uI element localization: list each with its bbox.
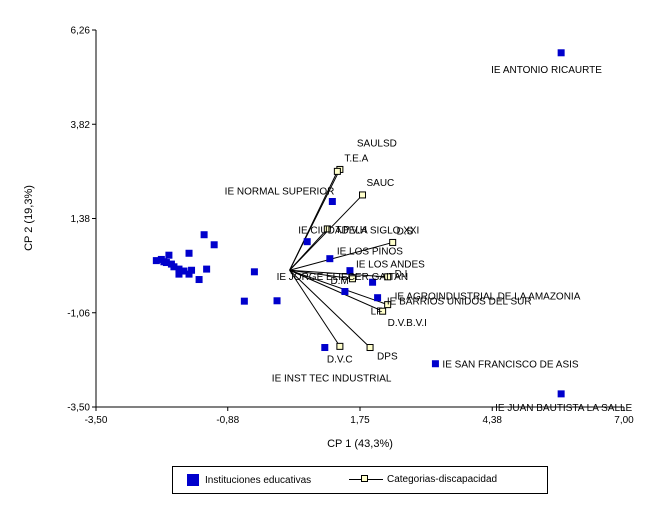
category-vector-line [289,194,363,271]
x-tick-label: -0,88 [216,415,239,426]
category-marker [384,273,392,281]
institution-marker [303,238,311,246]
category-label: SAUC [367,178,395,189]
institution-marker [326,255,334,263]
category-label: T.P.V.H [335,225,367,236]
category-marker [384,301,392,309]
category-marker [333,167,341,175]
category-marker [323,225,331,233]
institution-marker [369,278,377,286]
category-label: LF [371,307,383,318]
legend-swatch-open-square-line-icon [349,475,383,482]
institution-label: IE AGROINDUSTRIAL DE LA AMAZONIA [395,292,581,303]
institution-marker [185,270,193,278]
institution-marker [328,198,336,206]
institution-marker [557,49,565,57]
legend-item-instituciones: Instituciones educativas [187,474,311,486]
category-vector-line [289,269,383,312]
category-marker [336,342,344,350]
institution-label: IE JORGE ELIECER GAITAN [277,272,409,283]
institution-marker [250,268,258,276]
y-axis-title: CP 2 (19,3%) [23,185,35,251]
institution-marker [195,276,203,284]
y-tick-label: -3,50 [67,403,90,414]
institution-label: IE ANTONIO RICAURTE [491,65,602,76]
category-vector-line [289,228,328,271]
category-label: D.V.B.V.I [388,318,427,329]
x-tick-label: 1,75 [350,415,370,426]
institution-label: IE JUAN BAUTISTA LA SALLE [495,403,632,414]
institution-label: IE CIUDADELA SIGLO XXI [298,226,419,237]
category-marker [379,307,387,315]
axes: 6,26 3,82 1,38 -1,06 -3,50-3,50 -0,88 1,75 4,38… [67,26,634,427]
category-vector-line [289,269,341,347]
institution-marker [175,265,183,273]
category-label: D.I [395,269,408,280]
category-vector-line [289,269,388,306]
category-label: SAULSD [357,138,397,149]
x-tick-label: 7,00 [614,415,634,426]
institution-marker [152,257,160,265]
x-axis-title: CP 1 (43,3%) [327,438,393,450]
legend-swatch-filled-square-icon [187,474,199,486]
y-tick-label: 6,26 [71,26,91,37]
institution-label: IE SAN FRANCISCO DE ASIS [442,360,578,371]
x-tick-label: -3,50 [85,415,108,426]
institution-marker [240,297,248,305]
category-marker [359,191,367,199]
institution-marker [188,266,196,274]
category-marker [366,344,374,352]
institution-label: IE LOS PINOS [337,247,403,258]
institution-label: IE INST TEC INDUSTRIAL [272,374,392,385]
legend: Instituciones educativas Categorias-disc… [172,466,548,494]
category-vector-line [289,269,388,278]
x-tick-label: 4,38 [483,415,503,426]
category-vector-line [289,269,353,280]
institution-label: IE BARRIOS UNIDOS DEL SUR [387,297,532,308]
category-label: D.V.C [327,354,353,365]
institution-label: IE LOS ANDES [356,260,425,271]
category-vector-line [289,171,338,271]
category-label: D.S [397,226,414,237]
y-tick-label: 3,82 [71,120,91,131]
institution-marker [273,297,281,305]
category-vector-line [289,269,371,348]
institution-marker [557,390,565,398]
category-marker [389,238,397,246]
institution-label: IE NORMAL SUPERIOR [225,187,335,198]
y-tick-label: 1,38 [71,214,91,225]
institution-marker [431,360,439,368]
institution-marker [175,270,183,278]
institution-marker [185,249,193,257]
institution-marker [374,294,382,302]
legend-item-categorias: Categorias-discapacidad [349,474,497,485]
institution-marker [210,241,218,249]
institution-marker [170,263,178,271]
category-label: D.M [330,276,348,287]
legend-label-categorias: Categorias-discapacidad [387,474,498,485]
category-vectors [289,169,393,348]
data-points [152,49,565,398]
institution-marker [200,231,208,239]
institution-marker [165,251,173,259]
institution-marker [203,265,211,273]
legend-label-instituciones: Instituciones educativas [205,474,312,486]
institution-marker [346,267,354,275]
institution-marker [160,258,168,266]
institution-marker [321,344,329,352]
y-tick-label: -1,06 [67,308,90,319]
category-label: DPS [377,352,398,363]
category-marker [348,275,356,283]
biplot-chart: 6,26 3,82 1,38 -1,06 -3,50-3,50 -0,88 1,75 4,38… [23,26,634,451]
institution-marker [180,267,188,275]
category-label: T.E.A [344,153,368,164]
point-labels: IE ANTONIO RICAURTE IE JUAN BAUTISTA LA S… [225,65,633,414]
institution-marker [341,288,349,296]
category-vector-line [289,241,393,271]
